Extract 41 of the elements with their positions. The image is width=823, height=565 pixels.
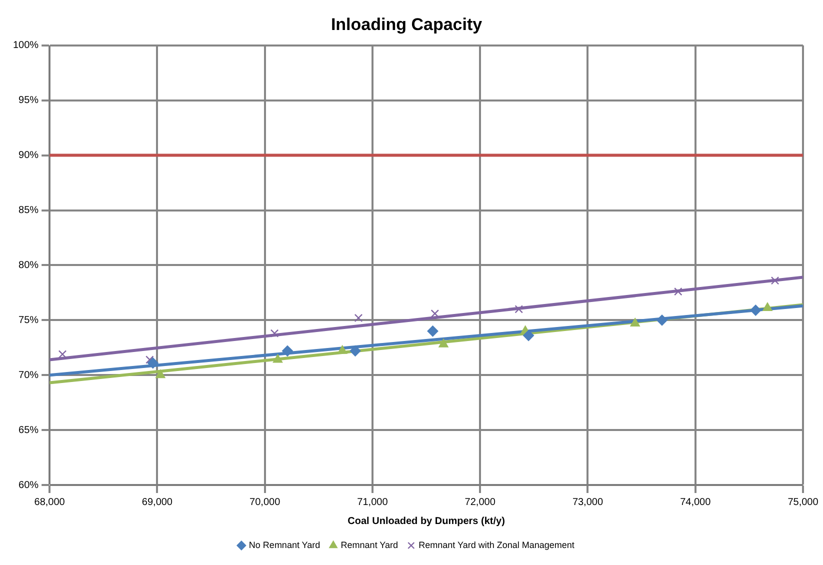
- y-tick-label: 60%: [18, 480, 39, 491]
- point: [762, 302, 772, 312]
- point: [147, 358, 158, 369]
- y-tick-label: 75%: [18, 314, 39, 326]
- point: [514, 305, 523, 314]
- y-tick-label: 70%: [18, 370, 39, 381]
- x-tick-label: 73,000: [572, 496, 604, 508]
- x-tick-label: 72,000: [464, 496, 496, 508]
- point: [282, 345, 293, 356]
- point: [523, 330, 534, 342]
- x-tick-label: 75,000: [788, 496, 819, 508]
- point: [272, 354, 283, 363]
- x-tick-label: 70,000: [250, 496, 281, 508]
- point: [350, 345, 361, 356]
- point: [156, 370, 166, 378]
- x-tick-label: 74,000: [680, 496, 712, 508]
- point: [438, 338, 448, 348]
- point: [630, 318, 640, 326]
- point: [58, 350, 67, 358]
- point: [354, 314, 363, 322]
- x-tick-label: 69,000: [142, 496, 173, 508]
- legend-label: No Remnant Yard: [248, 540, 320, 550]
- y-tick-label: 85%: [18, 205, 39, 216]
- y-tick-label: 90%: [18, 150, 39, 162]
- legend-label: Remnant Yard with Zonal Management: [418, 540, 575, 550]
- point: [674, 287, 682, 296]
- chart-title: Inloading Capacity: [330, 14, 483, 34]
- x-axis-title: Coal Unloaded by Dumpers (kt/y): [348, 516, 505, 527]
- legend-label: Remnant Yard: [340, 540, 398, 550]
- point: [750, 304, 762, 316]
- y-tick-label: 65%: [18, 424, 39, 436]
- point: [770, 276, 780, 285]
- x-tick-label: 71,000: [357, 496, 388, 508]
- y-tick-label: 95%: [18, 95, 39, 106]
- point: [427, 326, 438, 337]
- point: [338, 345, 348, 354]
- point: [656, 314, 668, 326]
- point: [270, 329, 279, 338]
- x-tick-label: 68,000: [34, 496, 66, 508]
- y-tick-label: 100%: [13, 40, 39, 52]
- y-tick-label: 80%: [18, 260, 39, 271]
